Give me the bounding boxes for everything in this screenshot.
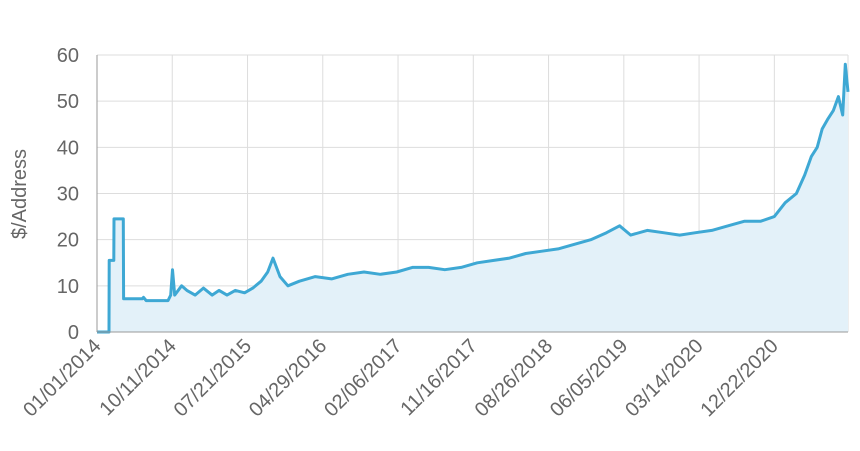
y-tick-label: 30 bbox=[57, 184, 79, 206]
x-tick-label: 08/26/2018 bbox=[471, 335, 557, 421]
y-tick-labels: 0 10 20 30 40 50 60 bbox=[57, 45, 79, 344]
plot-area bbox=[97, 62, 850, 334]
y-tick-label: 60 bbox=[57, 45, 79, 67]
y-tick-label: 50 bbox=[57, 91, 79, 113]
y-axis-label: $/Address bbox=[9, 149, 31, 239]
x-tick-label: 10/11/2014 bbox=[96, 335, 181, 420]
x-tick-label: 06/05/2019 bbox=[546, 335, 632, 421]
x-tick-label: 11/16/2017 bbox=[397, 335, 482, 420]
y-tick-label: 10 bbox=[57, 276, 79, 298]
y-tick-label: 0 bbox=[68, 322, 79, 344]
y-tick-label: 20 bbox=[57, 230, 79, 252]
axes bbox=[96, 55, 848, 333]
x-tick-label: 04/29/2016 bbox=[245, 335, 331, 421]
series-line bbox=[97, 62, 850, 334]
x-tick-label: 07/21/2015 bbox=[170, 335, 256, 421]
x-tick-labels: 01/01/201410/11/201407/21/201504/29/2016… bbox=[19, 335, 783, 421]
x-tick-label: 03/14/2020 bbox=[621, 335, 707, 421]
series-area bbox=[97, 64, 848, 332]
x-tick-label: 12/22/2020 bbox=[696, 335, 782, 421]
y-tick-label: 40 bbox=[57, 137, 79, 159]
x-tick-label: 02/06/2017 bbox=[320, 335, 406, 421]
x-tick-label: 01/01/2014 bbox=[19, 335, 105, 421]
